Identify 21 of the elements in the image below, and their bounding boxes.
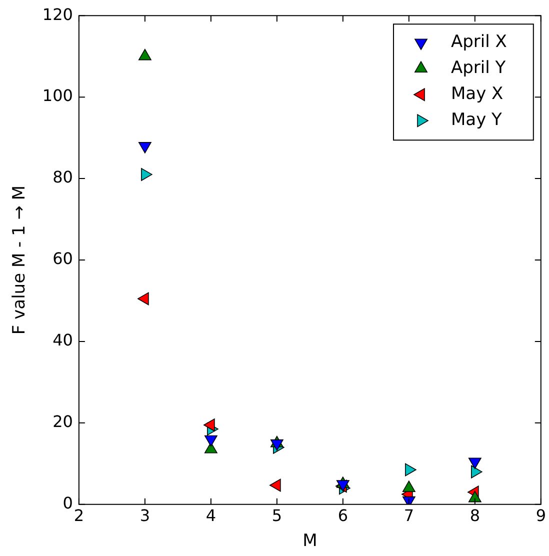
x-tick-label: 7 (404, 506, 414, 526)
legend-label: April Y (451, 58, 506, 78)
x-tick-label: 4 (206, 506, 216, 526)
legend-label: April X (451, 32, 508, 52)
y-tick-label: 120 (42, 4, 73, 24)
y-tick-label: 100 (42, 86, 73, 106)
x-tick-label: 5 (272, 506, 282, 526)
x-tick-label: 8 (470, 506, 480, 526)
y-tick-label: 80 (52, 168, 73, 187)
legend-label: May X (451, 84, 504, 104)
legend-label: May Y (451, 110, 503, 130)
x-tick-label: 6 (338, 506, 348, 526)
y-tick-label: 20 (52, 412, 73, 432)
x-tick-label: 3 (140, 506, 150, 526)
x-tick-label: 9 (536, 506, 546, 526)
y-tick-label: 40 (52, 330, 73, 350)
x-tick-label: 2 (74, 506, 84, 526)
y-tick-label: 60 (52, 249, 73, 268)
x-axis-title: M (302, 531, 318, 552)
y-axis-title: F value M - 1 → M (10, 185, 30, 335)
y-tick-label: 0 (62, 494, 73, 513)
